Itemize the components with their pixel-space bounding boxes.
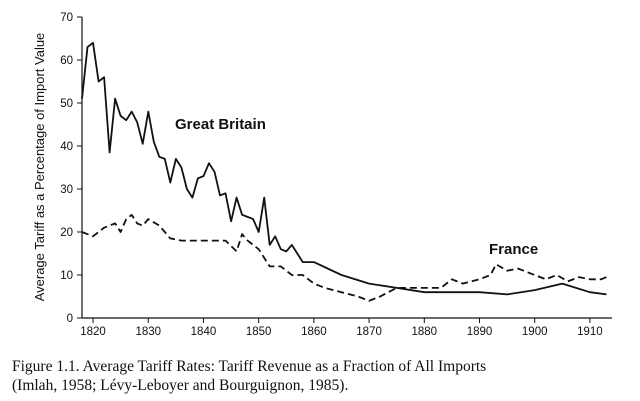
x-tick-label: 1830	[135, 326, 161, 338]
x-tick-label: 1870	[356, 326, 382, 338]
y-axis-title: Average Tariff as a Percentage of Import…	[32, 33, 47, 302]
y-tick-label: 70	[60, 12, 73, 24]
y-tick-label: 60	[60, 55, 73, 67]
series-layer	[81, 41, 607, 302]
x-tick-label: 1840	[191, 326, 217, 338]
y-tick-label: 50	[60, 98, 73, 110]
x-tick-label: 1900	[522, 326, 548, 338]
series-label-great-britain: Great Britain	[175, 116, 266, 133]
figure-caption: Figure 1.1. Average Tariff Rates: Tariff…	[12, 357, 632, 395]
caption-line-1: Figure 1.1. Average Tariff Rates: Tariff…	[12, 358, 487, 375]
axes: 0 10 20 30 40 50 60 70 1820 1830 1840 1850 1860 1870 1…	[60, 12, 612, 338]
caption-line-2: (Imlah, 1958; Lévy-Leboyer and Bourguign…	[12, 377, 349, 394]
y-tick-label: 10	[60, 270, 73, 282]
series-line-great-britain	[81, 41, 607, 296]
x-tick-label: 1910	[577, 326, 603, 338]
series-label-france: France	[489, 241, 538, 258]
tariff-line-chart: 0 10 20 30 40 50 60 70 1820 1830 1840 1850 1860 1870 1…	[32, 12, 612, 338]
x-tick-label: 1850	[246, 326, 272, 338]
x-tick-label: 1860	[301, 326, 327, 338]
x-tick-label: 1890	[467, 326, 493, 338]
y-tick-label: 20	[60, 227, 73, 239]
y-tick-label: 30	[60, 184, 73, 196]
y-tick-label: 0	[67, 313, 73, 325]
series-line-france	[81, 213, 607, 302]
x-tick-label: 1820	[80, 326, 106, 338]
x-tick-label: 1880	[411, 326, 437, 338]
y-tick-label: 40	[60, 141, 73, 153]
